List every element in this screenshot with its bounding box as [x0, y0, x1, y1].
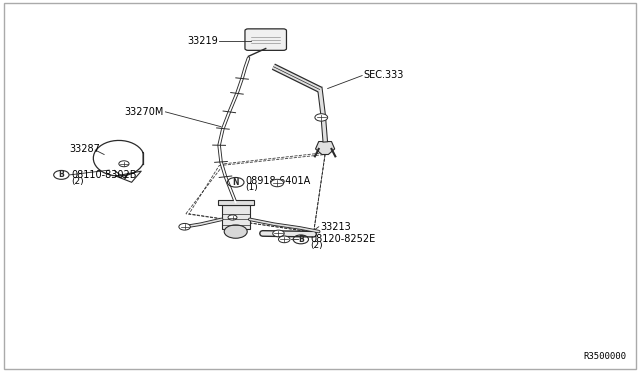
Circle shape: [278, 236, 290, 243]
Text: (2): (2): [310, 241, 323, 250]
Text: R3500000: R3500000: [584, 352, 627, 361]
FancyBboxPatch shape: [245, 29, 287, 50]
Text: 08110-8302B: 08110-8302B: [71, 170, 136, 180]
Text: 08120-8252E: 08120-8252E: [310, 234, 376, 244]
Text: (2): (2): [71, 177, 84, 186]
Circle shape: [179, 224, 190, 230]
Text: B: B: [298, 235, 304, 244]
Text: 33287: 33287: [70, 144, 100, 154]
Text: (1): (1): [245, 183, 258, 192]
Text: N: N: [232, 178, 239, 187]
Circle shape: [224, 225, 247, 238]
Bar: [218, 200, 253, 205]
Polygon shape: [316, 141, 335, 154]
Text: 08918-6401A: 08918-6401A: [245, 176, 310, 186]
Circle shape: [228, 215, 237, 220]
Text: 33219: 33219: [187, 36, 218, 46]
Text: 33213: 33213: [320, 222, 351, 232]
Circle shape: [119, 161, 129, 167]
Text: 33270M: 33270M: [124, 107, 164, 117]
Text: B: B: [58, 170, 64, 179]
Circle shape: [315, 114, 328, 121]
Circle shape: [271, 179, 284, 187]
Text: SEC.333: SEC.333: [364, 70, 404, 80]
Circle shape: [273, 230, 284, 237]
Bar: [221, 205, 250, 229]
